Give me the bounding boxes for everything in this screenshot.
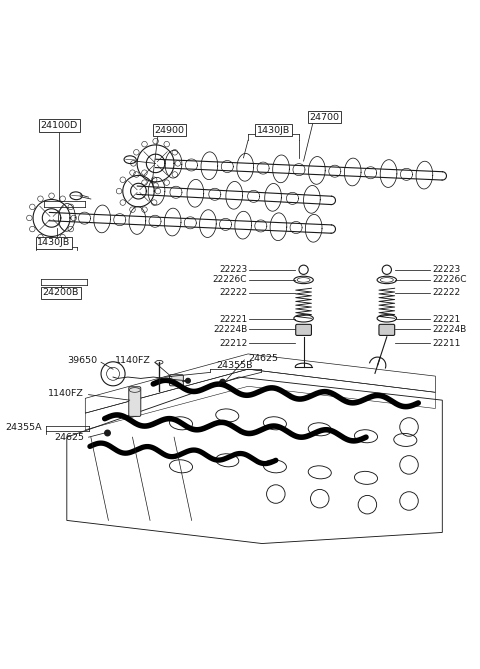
Text: 24100D: 24100D	[41, 121, 78, 130]
Text: 1430JB: 1430JB	[257, 126, 290, 134]
Text: 22226C: 22226C	[432, 276, 467, 284]
Text: 22224B: 22224B	[432, 325, 467, 334]
Circle shape	[220, 379, 226, 385]
FancyBboxPatch shape	[379, 324, 395, 335]
Circle shape	[186, 379, 190, 383]
Text: 22222: 22222	[432, 288, 460, 298]
Text: 39650: 39650	[67, 357, 97, 365]
Text: 1140FZ: 1140FZ	[48, 389, 84, 398]
Text: 22221: 22221	[432, 314, 460, 324]
Ellipse shape	[129, 387, 140, 392]
Text: 22221: 22221	[219, 314, 247, 324]
FancyBboxPatch shape	[296, 324, 312, 335]
Text: 22223: 22223	[219, 265, 247, 274]
Text: 24200B: 24200B	[43, 288, 79, 298]
Text: 22211: 22211	[432, 339, 460, 348]
Text: 22224B: 22224B	[213, 325, 247, 334]
Text: 24625: 24625	[54, 433, 84, 442]
Text: 22226C: 22226C	[213, 276, 247, 284]
Text: 24355B: 24355B	[216, 361, 252, 371]
Text: 24355A: 24355A	[6, 423, 42, 432]
Circle shape	[105, 430, 110, 436]
Text: 22222: 22222	[219, 288, 247, 298]
Text: 1430JB: 1430JB	[37, 238, 71, 248]
Text: 24900: 24900	[155, 126, 184, 134]
Text: 24700: 24700	[310, 112, 339, 122]
FancyBboxPatch shape	[169, 375, 183, 386]
Text: 1140FZ: 1140FZ	[115, 357, 151, 365]
Text: 22212: 22212	[219, 339, 247, 348]
FancyBboxPatch shape	[129, 387, 141, 416]
Text: 24625: 24625	[248, 354, 278, 363]
Text: 22223: 22223	[432, 265, 460, 274]
